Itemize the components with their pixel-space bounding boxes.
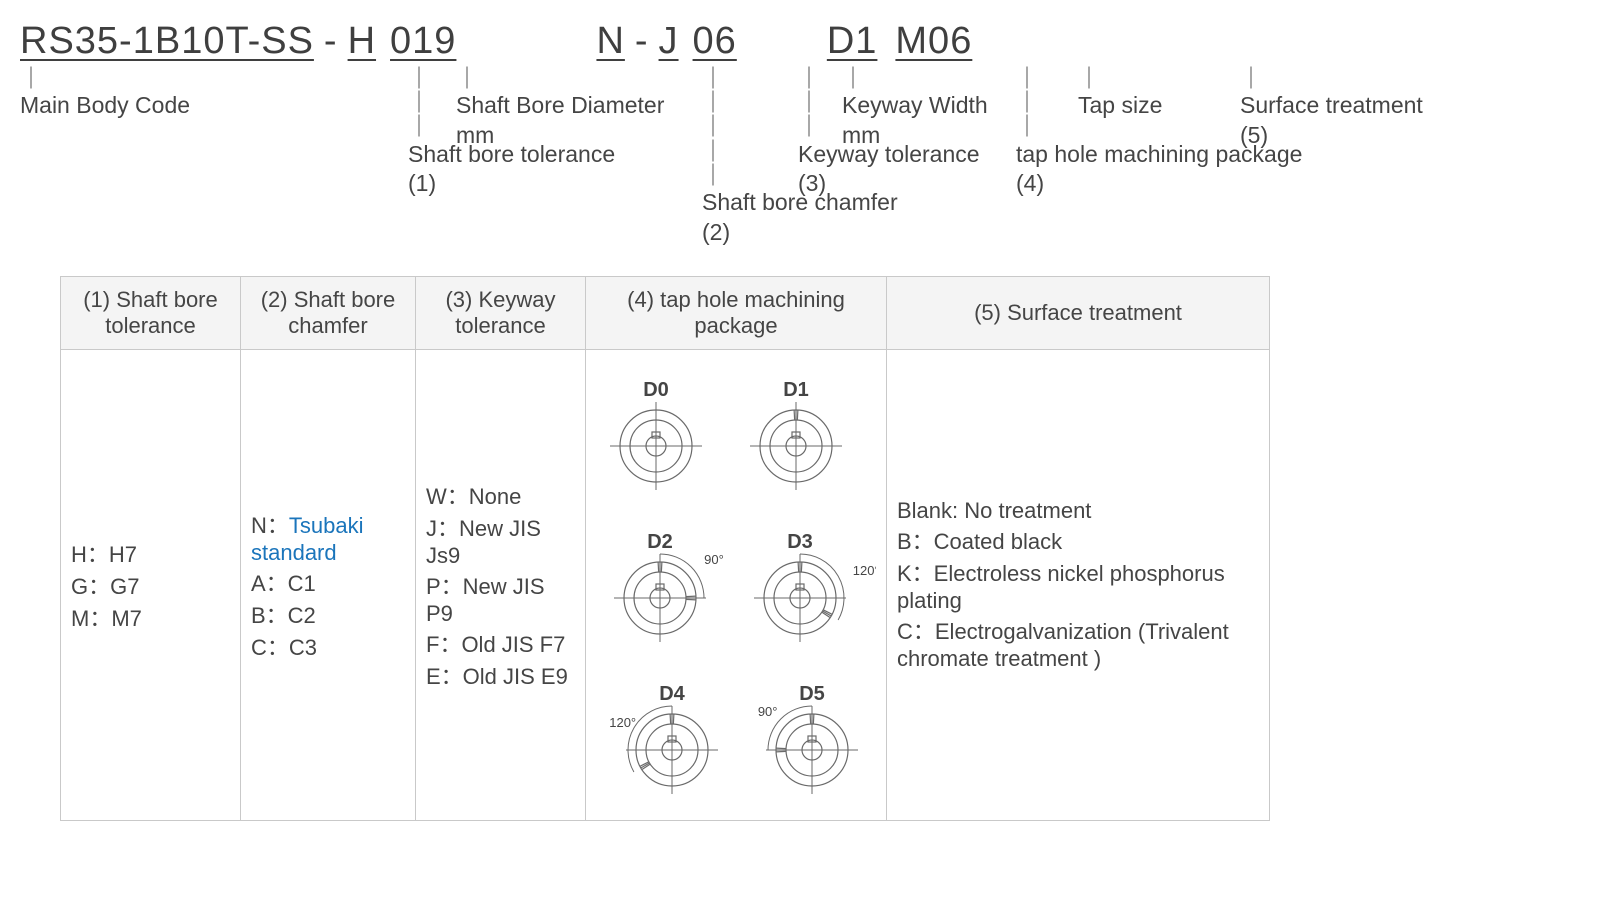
tick: ｜ (1240, 67, 1423, 91)
svg-text:D3: D3 (787, 531, 813, 553)
diagram-d2: D2 90° (596, 512, 736, 658)
diagram-d5: D5 90° (736, 664, 876, 810)
svg-text:120°: 120° (853, 563, 876, 578)
opt: W：None (426, 479, 575, 511)
tick: ｜ (408, 115, 456, 139)
opt-prefix: N： (251, 513, 289, 538)
opt: N：Tsubaki standard (251, 508, 405, 566)
dash: - (625, 20, 659, 63)
th-4: (4) tap hole machining package (586, 276, 887, 349)
d4-svg: D4 120° (596, 664, 736, 804)
label-main: Main Body Code (20, 91, 408, 121)
svg-text:D2: D2 (647, 531, 673, 553)
d3-svg: D3 120° (736, 512, 876, 652)
opt: G：G7 (71, 569, 230, 601)
opt: F：Old JIS F7 (426, 627, 575, 659)
label-dia: Shaft Bore Diameter mm (456, 91, 702, 151)
cell-keyway: W：None J：New JIS Js9 P：New JIS P9 F：Old … (416, 349, 586, 820)
diagram-d1: D1 (736, 360, 876, 506)
tick: ｜ (798, 115, 842, 139)
svg-text:120°: 120° (609, 715, 636, 730)
label-chamf: Shaft bore chamfer (2) (702, 188, 798, 248)
code-ktol: J (659, 20, 679, 63)
tick: ｜ (798, 91, 842, 115)
opt: C：C3 (251, 630, 405, 662)
label-surf: Surface treatment (5) (1240, 91, 1423, 151)
tick: ｜ (702, 115, 798, 139)
diagram-d3: D3 120° (736, 512, 876, 658)
tick: ｜ (702, 67, 798, 91)
opt: P：New JIS P9 (426, 569, 575, 627)
d2-svg: D2 90° (596, 512, 736, 652)
code-kw: 06 (693, 20, 827, 63)
opt: B：C2 (251, 598, 405, 630)
svg-text:D1: D1 (783, 379, 809, 401)
code-tap: D1 (827, 20, 878, 63)
th-1: (1) Shaft bore tolerance (61, 276, 241, 349)
tick: ｜ (456, 67, 702, 91)
tick: ｜ (1078, 67, 1240, 91)
diagram-d4: D4 120° (596, 664, 736, 810)
d0-svg: D0 (596, 360, 716, 500)
opt: A：C1 (251, 566, 405, 598)
annotation-row: ｜ Main Body Code ｜ ｜ ｜ Shaft bore tolera… (20, 67, 1580, 248)
th-2: (2) Shaft bore chamfer (241, 276, 416, 349)
d1-svg: D1 (736, 360, 856, 500)
tick: ｜ (702, 164, 798, 188)
svg-text:D5: D5 (799, 683, 825, 705)
reference-table: (1) Shaft bore tolerance (2) Shaft bore … (60, 276, 1270, 821)
th-5: (5) Surface treatment (887, 276, 1270, 349)
svg-text:90°: 90° (758, 704, 778, 719)
tick: ｜ (408, 91, 456, 115)
tick: ｜ (702, 91, 798, 115)
diagram-d0: D0 (596, 360, 736, 506)
label-ktol: Keyway tolerance (3) (798, 140, 842, 200)
table-header-row: (1) Shaft bore tolerance (2) Shaft bore … (61, 276, 1270, 349)
cell-chamfer: N：Tsubaki standard A：C1 B：C2 C：C3 (241, 349, 416, 820)
d5-svg: D5 90° (736, 664, 876, 804)
label-tol: Shaft bore tolerance (1) (408, 140, 456, 200)
diagram-grid: D0 D1 D2 90° D3 120° D4 120° D5 90° (596, 360, 876, 810)
code-dia: 019 (390, 20, 596, 63)
opt: Blank: No treatment (897, 498, 1259, 524)
opt: J：New JIS Js9 (426, 511, 575, 569)
tick: ｜ (842, 67, 1016, 91)
tick: ｜ (408, 67, 456, 91)
cell-tolerance: H：H7 G：G7 M：M7 (61, 349, 241, 820)
svg-text:D0: D0 (643, 379, 669, 401)
code-main: RS35-1B10T-SS (20, 20, 314, 63)
opt: H：H7 (71, 537, 230, 569)
code-tol: H (348, 20, 376, 63)
tick: ｜ (20, 67, 408, 91)
table-data-row: H：H7 G：G7 M：M7 N：Tsubaki standard A：C1 B… (61, 349, 1270, 820)
opt: C：Electrogalvanization (Trivalent chroma… (897, 614, 1259, 672)
tick: ｜ (1016, 67, 1078, 91)
cell-tap-diagrams: D0 D1 D2 90° D3 120° D4 120° D5 90° (586, 349, 887, 820)
label-kw: Keyway Width mm (842, 91, 1016, 151)
svg-text:90°: 90° (704, 552, 724, 567)
cell-surface: Blank: No treatment B：Coated black K：Ele… (887, 349, 1270, 820)
svg-text:D4: D4 (659, 683, 685, 705)
tick: ｜ (798, 67, 842, 91)
code-chamf: N (596, 20, 624, 63)
tick: ｜ (1016, 91, 1078, 115)
opt: B：Coated black (897, 524, 1259, 556)
th-3: (3) Keyway tolerance (416, 276, 586, 349)
opt: K：Electroless nickel phosphorus plating (897, 556, 1259, 614)
part-number-line: RS35-1B10T-SS - H 019 N - J 06 D1 M06 (20, 20, 1580, 63)
tick: ｜ (702, 140, 798, 164)
tick: ｜ (1016, 115, 1078, 139)
code-tapsz: M06 (895, 20, 972, 63)
dash: - (314, 20, 348, 63)
opt: E：Old JIS E9 (426, 659, 575, 691)
opt: M：M7 (71, 601, 230, 633)
label-tapsz: Tap size (1078, 91, 1240, 121)
label-tap: tap hole machining package (4) (1016, 140, 1078, 200)
